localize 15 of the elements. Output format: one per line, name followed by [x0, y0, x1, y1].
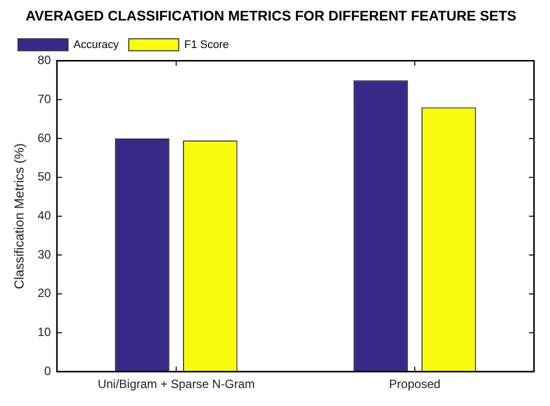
y-tick-label: 70: [38, 92, 52, 106]
legend-label: Accuracy: [74, 38, 120, 51]
y-tick-label: 50: [38, 170, 52, 184]
chart-title: AVERAGED CLASSIFICATION METRICS FOR DIFFERENT FEATURE SETS: [26, 7, 516, 24]
y-tick-label: 0: [44, 364, 52, 378]
y-tick-label: 20: [38, 286, 52, 300]
y-tick-label: 40: [38, 208, 52, 223]
y-tick-label: 10: [38, 325, 52, 340]
x-tick-label: Uni/Bigram + Sparse N-Gram: [98, 377, 255, 392]
y-tick-label: 30: [38, 247, 52, 262]
x-tick-label: Proposed: [389, 377, 440, 392]
y-tick-label: 80: [38, 53, 52, 68]
y-tick-label: 60: [38, 130, 52, 145]
legend-label: F1 Score: [184, 38, 229, 51]
y-axis-title: Classification Metrics (%): [11, 143, 26, 290]
